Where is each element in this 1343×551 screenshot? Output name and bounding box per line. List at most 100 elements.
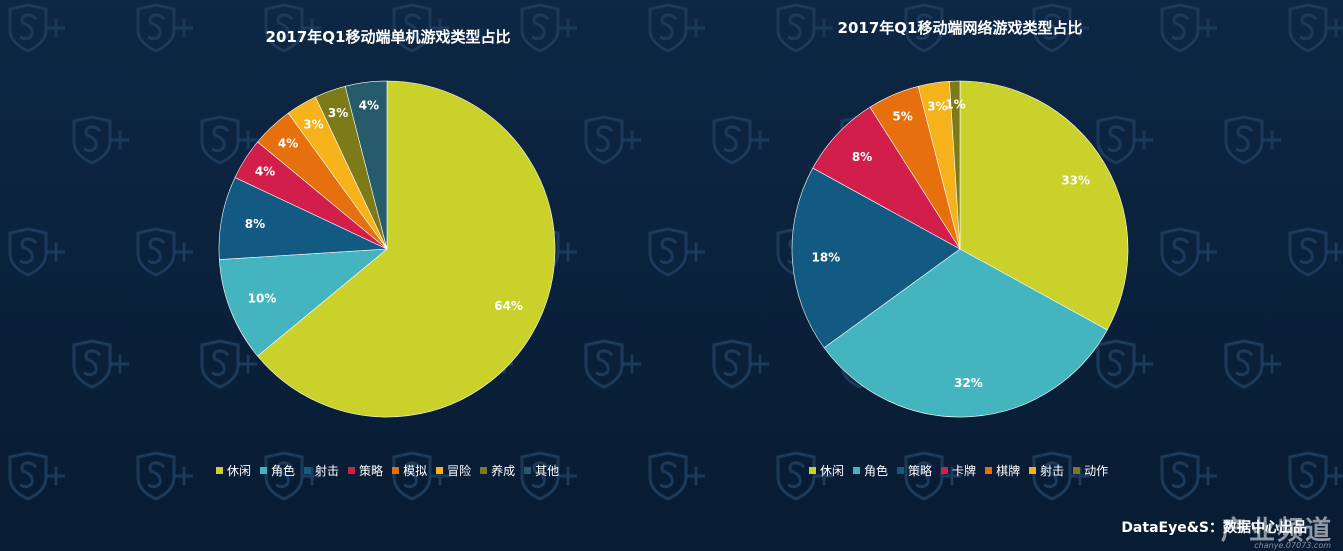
online-data-label-5: 3%: [927, 99, 947, 113]
shield-plus-icon: [200, 115, 257, 165]
shield-plus-icon: [520, 3, 577, 53]
standalone-legend-swatch-1: [260, 467, 268, 474]
shield-plus-icon: [136, 451, 193, 501]
watermark-url: chanye.07073.com: [1254, 541, 1331, 550]
online-legend-label-2: 策略: [908, 464, 933, 478]
online-legend-swatch-3: [941, 467, 949, 474]
standalone-legend-item-0: 休闲: [216, 462, 251, 479]
online-data-label-0: 33%: [1061, 174, 1090, 188]
shield-plus-icon: [8, 227, 65, 277]
standalone-data-label-5: 3%: [303, 118, 323, 132]
shield-plus-icon: [264, 451, 321, 501]
online-legend-swatch-5: [1029, 467, 1037, 474]
shield-plus-icon: [8, 451, 65, 501]
shield-plus-icon: [584, 339, 641, 389]
shield-plus-icon: [584, 115, 641, 165]
standalone-data-label-2: 8%: [245, 217, 265, 231]
shield-plus-icon: [200, 339, 257, 389]
standalone-data-label-1: 10%: [248, 291, 277, 305]
shield-plus-icon: [648, 451, 705, 501]
standalone-legend-item-1: 角色: [260, 462, 295, 479]
shield-plus-icon: [648, 3, 705, 53]
standalone-legend-item-6: 养成: [480, 462, 515, 479]
shield-plus-icon: [1096, 115, 1153, 165]
standalone-data-label-4: 4%: [278, 137, 298, 151]
shield-plus-icon: [392, 3, 449, 53]
chart-title-online: 2017年Q1移动端网络游戏类型占比: [837, 19, 1083, 37]
standalone-legend-label-3: 策略: [359, 464, 384, 478]
shield-plus-icon: [392, 451, 449, 501]
footer-credit: DataEye&S：数据中心出品: [1121, 520, 1307, 536]
standalone-data-label-3: 4%: [255, 165, 275, 179]
standalone-legend-item-5: 冒险: [436, 462, 471, 479]
shield-plus-icon: [712, 339, 769, 389]
online-legend-item-6: 动作: [1073, 462, 1108, 479]
standalone-legend-swatch-2: [304, 467, 312, 474]
online-slice-0: [959, 80, 1129, 331]
shield-plus-icon: [8, 3, 65, 53]
shield-plus-icon: [520, 451, 577, 501]
online-legend-item-0: 休闲: [809, 462, 844, 479]
online-legend-swatch-4: [985, 467, 993, 474]
standalone-slice-1: [219, 248, 388, 357]
standalone-legend-swatch-3: [348, 467, 356, 474]
online-legend-label-6: 动作: [1084, 464, 1109, 478]
shield-plus-icon: [712, 115, 769, 165]
standalone-slice-7: [344, 80, 388, 250]
shield-plus-icon: [1160, 227, 1217, 277]
standalone-legend-swatch-7: [524, 467, 532, 474]
online-legend-label-0: 休闲: [820, 464, 845, 478]
online-data-label-2: 18%: [811, 250, 840, 264]
standalone-legend-label-4: 模拟: [403, 464, 428, 478]
shield-plus-icon: [1224, 115, 1281, 165]
standalone-legend-swatch-0: [216, 467, 223, 474]
standalone-legend-swatch-5: [436, 467, 444, 474]
shield-plus-icon: [1096, 339, 1153, 389]
shield-plus-icon: [1160, 451, 1217, 501]
standalone-data-label-0: 64%: [494, 299, 523, 313]
online-legend-item-4: 棋牌: [985, 462, 1020, 479]
legend-standalone: 休闲 角色 射击 策略 模拟 冒险 养成 其他: [216, 462, 559, 479]
standalone-legend-label-0: 休闲: [227, 464, 252, 478]
standalone-legend-item-4: 模拟: [392, 462, 427, 479]
shield-plus-icon: [72, 339, 129, 389]
online-data-label-3: 8%: [852, 150, 872, 164]
standalone-legend-label-2: 射击: [315, 464, 340, 478]
shield-plus-icon: [136, 3, 193, 53]
standalone-legend-item-2: 射击: [304, 462, 339, 479]
shield-plus-icon: [1160, 3, 1217, 53]
online-legend-swatch-1: [853, 467, 861, 474]
standalone-legend-label-6: 养成: [491, 464, 516, 478]
online-legend-swatch-0: [809, 467, 816, 474]
shield-plus-icon: [776, 451, 833, 501]
shield-plus-icon: [1032, 3, 1089, 53]
online-legend-item-2: 策略: [897, 462, 932, 479]
shield-plus-icon: [1288, 3, 1343, 53]
shield-plus-icon: [1288, 451, 1343, 501]
shield-plus-icon: [904, 451, 961, 501]
shield-plus-icon: [648, 227, 705, 277]
online-slice-6: [949, 80, 961, 250]
online-legend-item-1: 角色: [853, 462, 888, 479]
shield-plus-icon: [1288, 227, 1343, 277]
online-legend-label-3: 卡牌: [952, 464, 977, 478]
watermark-logo: 产业频道: [1220, 516, 1333, 546]
standalone-data-label-6: 3%: [328, 106, 348, 120]
shield-plus-icon: [776, 3, 833, 53]
standalone-slice-0: [257, 80, 556, 418]
online-legend-swatch-6: [1073, 467, 1081, 474]
online-legend-swatch-2: [897, 467, 905, 474]
online-legend-item-3: 卡牌: [941, 462, 976, 479]
standalone-legend-item-7: 其他: [524, 462, 559, 479]
online-data-label-4: 5%: [892, 109, 912, 123]
shield-plus-icon: [72, 115, 129, 165]
standalone-legend-label-7: 其他: [535, 464, 560, 478]
standalone-legend-label-1: 角色: [271, 464, 296, 478]
online-slice-1: [823, 248, 1108, 418]
online-legend-label-4: 棋牌: [996, 464, 1021, 478]
online-data-label-6: 1%: [945, 98, 965, 112]
online-slice-2: [791, 167, 961, 349]
legend-online: 休闲 角色 策略 卡牌 棋牌 射击 动作: [809, 462, 1108, 479]
online-legend-item-5: 射击: [1029, 462, 1064, 479]
